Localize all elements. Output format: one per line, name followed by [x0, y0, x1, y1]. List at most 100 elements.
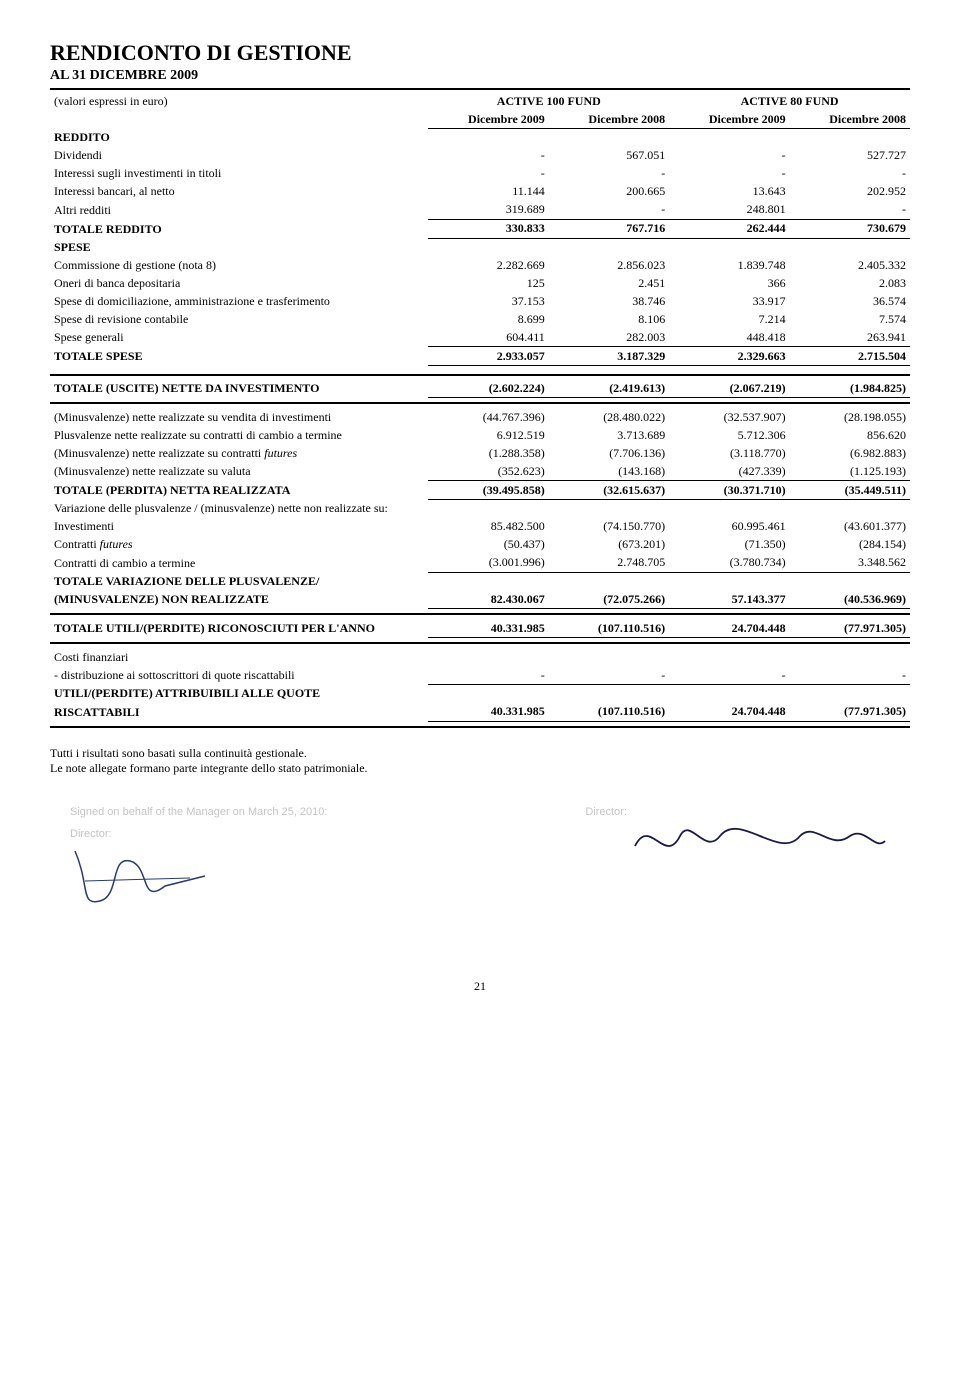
note-line-2: Le note allegate formano parte integrant… [50, 761, 910, 776]
cell-value: (28.480.022) [549, 408, 669, 426]
row-label: Costi finanziari [50, 648, 428, 666]
row-label: RISCATTABILI [50, 703, 428, 722]
year-header: Dicembre 2008 [790, 110, 910, 129]
row-label: Investimenti [50, 518, 428, 536]
row-label: (Minusvalenze) nette realizzate su contr… [50, 444, 428, 462]
cell-value: (2.419.613) [549, 379, 669, 398]
cell-value: 125 [428, 274, 548, 292]
cell-value: (32.537.907) [669, 408, 789, 426]
year-header: Dicembre 2009 [428, 110, 548, 129]
row-label: (MINUSVALENZE) NON REALIZZATE [50, 590, 428, 609]
cell-value: 8.699 [428, 310, 548, 328]
cell-value: 448.418 [669, 328, 789, 347]
cell-value: - [669, 666, 789, 685]
cell-value: (30.371.710) [669, 481, 789, 500]
cell-value: 282.003 [549, 328, 669, 347]
cell-value: 767.716 [549, 219, 669, 238]
director-label-right: Director: [585, 806, 627, 818]
row-label: TOTALE (USCITE) NETTE DA INVESTIMENTO [50, 379, 428, 398]
row-label: Plusvalenze nette realizzate su contratt… [50, 426, 428, 444]
row-label: (Minusvalenze) nette realizzate su valut… [50, 462, 428, 481]
cell-value: (7.706.136) [549, 444, 669, 462]
cell-value: (28.198.055) [790, 408, 910, 426]
cell-value: 2.715.504 [790, 347, 910, 366]
cell-value: 57.143.377 [669, 590, 789, 609]
cell-value: 24.704.448 [669, 619, 789, 638]
cell-value: (143.168) [549, 462, 669, 481]
cell-value: 2.329.663 [669, 347, 789, 366]
row-label: Contratti futures [50, 536, 428, 554]
cell-value: 36.574 [790, 292, 910, 310]
cell-value: (6.982.883) [790, 444, 910, 462]
cell-value: 1.839.748 [669, 256, 789, 274]
cell-value: 567.051 [549, 147, 669, 165]
fund-header: ACTIVE 80 FUND [669, 92, 910, 110]
cell-value: (43.601.377) [790, 518, 910, 536]
row-label: TOTALE UTILI/(PERDITE) RICONOSCIUTI PER … [50, 619, 428, 638]
cell-value: (44.767.396) [428, 408, 548, 426]
cell-value: (1.288.358) [428, 444, 548, 462]
signature-left: Signed on behalf of the Manager on March… [70, 806, 327, 919]
row-label: - distribuzione ai sottoscrittori di quo… [50, 666, 428, 685]
cell-value: (71.350) [669, 536, 789, 554]
cell-value: (427.339) [669, 462, 789, 481]
cell-value: 200.665 [549, 183, 669, 201]
director-label-left: Director: [70, 828, 327, 840]
cell-value: 263.941 [790, 328, 910, 347]
cell-value: 38.746 [549, 292, 669, 310]
cell-value: (3.118.770) [669, 444, 789, 462]
row-label: Interessi sugli investimenti in titoli [50, 165, 428, 183]
cell-value: 319.689 [428, 201, 548, 220]
signed-on-behalf-text: Signed on behalf of the Manager on March… [70, 806, 327, 818]
footer-notes: Tutti i risultati sono basati sulla cont… [50, 746, 910, 776]
cell-value: (74.150.770) [549, 518, 669, 536]
cell-value: 202.952 [790, 183, 910, 201]
cell-value: - [669, 165, 789, 183]
doc-subtitle: AL 31 DICEMBRE 2009 [50, 68, 910, 84]
cell-value: (40.536.969) [790, 590, 910, 609]
row-label: Interessi bancari, al netto [50, 183, 428, 201]
cell-value: 7.214 [669, 310, 789, 328]
cell-value: (77.971.305) [790, 619, 910, 638]
doc-title: RENDICONTO DI GESTIONE [50, 40, 910, 66]
row-label: Spese di revisione contabile [50, 310, 428, 328]
cell-value: 3.348.562 [790, 554, 910, 573]
cell-value: (352.623) [428, 462, 548, 481]
cell-value: (72.075.266) [549, 590, 669, 609]
cell-value: 37.153 [428, 292, 548, 310]
cell-value: 262.444 [669, 219, 789, 238]
fund-header: ACTIVE 100 FUND [428, 92, 669, 110]
row-label: TOTALE REDDITO [50, 219, 428, 238]
row-label: TOTALE (PERDITA) NETTA REALIZZATA [50, 481, 428, 500]
cell-value: 604.411 [428, 328, 548, 347]
cell-value: 248.801 [669, 201, 789, 220]
cell-value: (77.971.305) [790, 703, 910, 722]
cell-value: - [790, 165, 910, 183]
note-line-1: Tutti i risultati sono basati sulla cont… [50, 746, 910, 761]
cell-value: 2.748.705 [549, 554, 669, 573]
cell-value: (3.001.996) [428, 554, 548, 573]
row-label: Dividendi [50, 147, 428, 165]
rule-top [50, 88, 910, 90]
cell-value: (32.615.637) [549, 481, 669, 500]
year-header: Dicembre 2009 [669, 110, 789, 129]
cell-value: - [428, 147, 548, 165]
row-label: Variazione delle plusvalenze / (minusval… [50, 500, 428, 518]
row-label: SPESE [50, 238, 428, 256]
cell-value: 330.833 [428, 219, 548, 238]
page-number: 21 [50, 979, 910, 994]
cell-value: 11.144 [428, 183, 548, 201]
cell-value: 24.704.448 [669, 703, 789, 722]
row-label: Commissione di gestione (nota 8) [50, 256, 428, 274]
cell-value: 33.917 [669, 292, 789, 310]
row-label: Contratti di cambio a termine [50, 554, 428, 573]
cell-value: (107.110.516) [549, 703, 669, 722]
cell-value: (39.495.858) [428, 481, 548, 500]
signature-icon [630, 806, 890, 876]
cell-value: 85.482.500 [428, 518, 548, 536]
row-label: TOTALE SPESE [50, 347, 428, 366]
row-label: UTILI/(PERDITE) ATTRIBUIBILI ALLE QUOTE [50, 685, 428, 703]
cell-value: (35.449.511) [790, 481, 910, 500]
row-label: Spese generali [50, 328, 428, 347]
cell-value: 2.405.332 [790, 256, 910, 274]
